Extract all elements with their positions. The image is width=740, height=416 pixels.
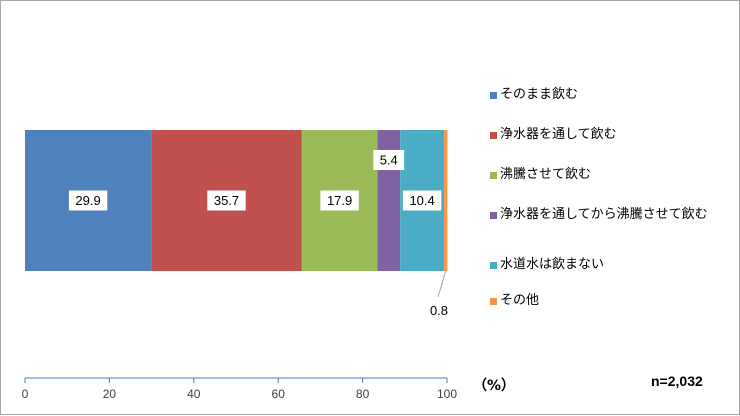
x-tick-label-1: 20 bbox=[103, 387, 117, 401]
x-tick-label-4: 80 bbox=[356, 387, 370, 401]
legend-label-0: そのまま飲む bbox=[500, 87, 579, 102]
legend-item-1: 浄水器を通して飲む bbox=[490, 127, 722, 143]
legend-swatch-0 bbox=[490, 92, 497, 99]
legend-item-3: 浄水器を通してから沸騰させて飲む bbox=[490, 207, 722, 223]
x-tick-label-0: 0 bbox=[22, 387, 29, 401]
legend-swatch-4 bbox=[490, 262, 497, 269]
x-tick-label-3: 60 bbox=[272, 387, 286, 401]
x-axis: 0 20 40 60 80 100 bbox=[22, 377, 457, 401]
segment-label-box-0 bbox=[68, 190, 108, 211]
segment-label-3: 5.4 bbox=[380, 153, 398, 168]
segment-label-box-2 bbox=[320, 190, 359, 211]
legend-item-4: 水道水は飲まない bbox=[490, 257, 722, 273]
segment-label-0: 29.9 bbox=[75, 193, 100, 208]
legend-swatch-5 bbox=[490, 298, 497, 305]
legend-label-5: その他 bbox=[500, 293, 540, 308]
segment-label-1: 35.7 bbox=[214, 193, 239, 208]
legend-swatch-2 bbox=[490, 172, 497, 179]
segment-label-4: 10.4 bbox=[409, 193, 434, 208]
legend-swatch-3 bbox=[490, 212, 497, 219]
x-tick-label-5: 100 bbox=[437, 387, 457, 401]
legend-label-1: 浄水器を通して飲む bbox=[500, 127, 617, 142]
legend-label-4: 水道水は飲まない bbox=[500, 257, 605, 272]
segment-label-5: 0.8 bbox=[430, 303, 448, 318]
bar-segment-5 bbox=[444, 130, 448, 271]
legend-item-0: そのまま飲む bbox=[490, 87, 722, 103]
segment-label-2: 17.9 bbox=[327, 193, 352, 208]
x-tick-label-2: 40 bbox=[187, 387, 201, 401]
sample-size-label: n=2,032 bbox=[651, 373, 703, 389]
callout-line bbox=[437, 270, 447, 298]
other-callout: 0.8 bbox=[430, 270, 448, 318]
legend-label-3: 浄水器を通してから沸騰させて飲む bbox=[500, 207, 708, 222]
legend-item-5: その他 bbox=[490, 293, 722, 309]
legend-item-2: 沸騰させて飲む bbox=[490, 167, 722, 183]
segment-labels: 29.9 35.7 17.9 5.4 10.4 bbox=[68, 150, 442, 211]
segment-label-box-4 bbox=[402, 190, 442, 211]
legend-swatch-1 bbox=[490, 132, 497, 139]
legend-label-2: 沸騰させて飲む bbox=[500, 167, 592, 182]
segment-label-box-1 bbox=[207, 190, 246, 211]
axis-unit-label: （%） bbox=[473, 378, 516, 394]
segment-label-box-3 bbox=[373, 150, 405, 170]
